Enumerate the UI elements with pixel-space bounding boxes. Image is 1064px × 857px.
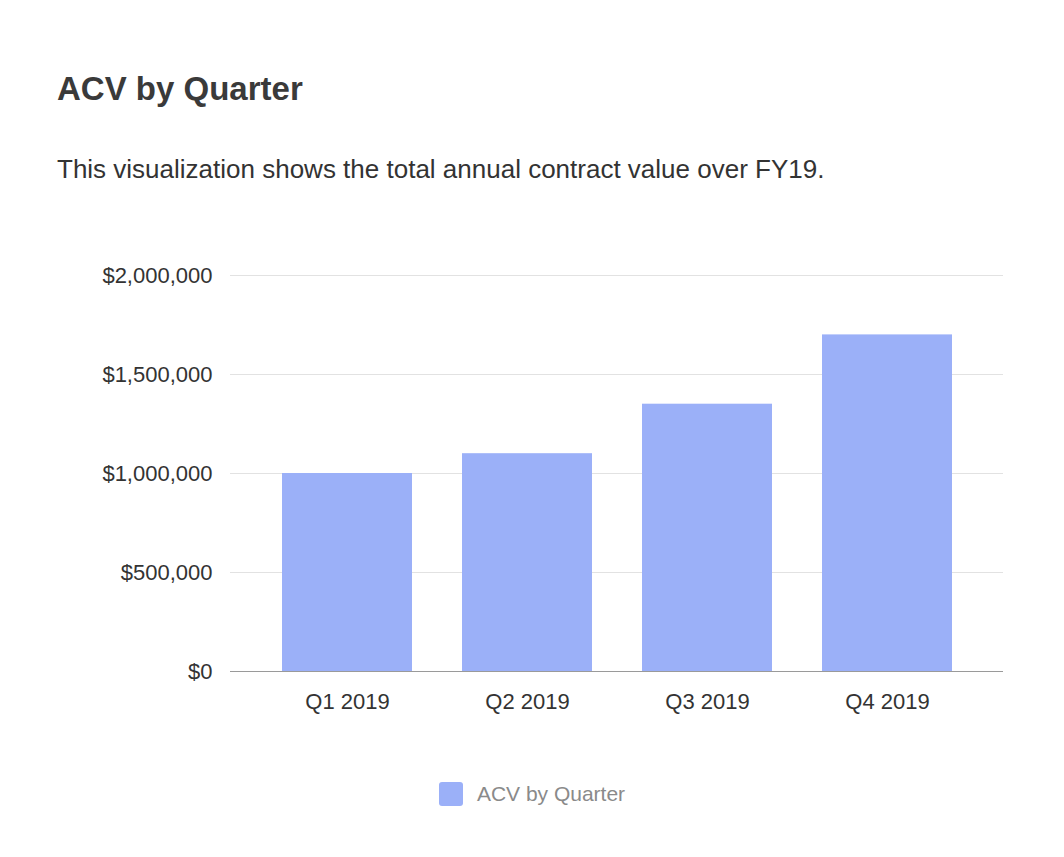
svg-text:Q1 2019: Q1 2019 [305, 689, 389, 714]
html-text:ACV by Quarter: ACV by Quarter [476, 782, 626, 805]
svg-text:$1,500,000: $1,500,000 [102, 362, 212, 387]
svg-text:$500,000: $500,000 [121, 560, 213, 585]
svg-text:$2,000,000: $2,000,000 [102, 263, 212, 288]
html-text:ACV by Quarter: ACV by Quarter [57, 70, 303, 107]
html-text:This visualization shows the t: This visualization shows the total annua… [57, 154, 825, 184]
svg-text:$0: $0 [188, 659, 212, 684]
svg-text:Q3 2019: Q3 2019 [665, 689, 749, 714]
svg-text:$1,000,000: $1,000,000 [102, 461, 212, 486]
svg-text:Q2 2019: Q2 2019 [485, 689, 569, 714]
svg-text:Q4 2019: Q4 2019 [845, 689, 929, 714]
